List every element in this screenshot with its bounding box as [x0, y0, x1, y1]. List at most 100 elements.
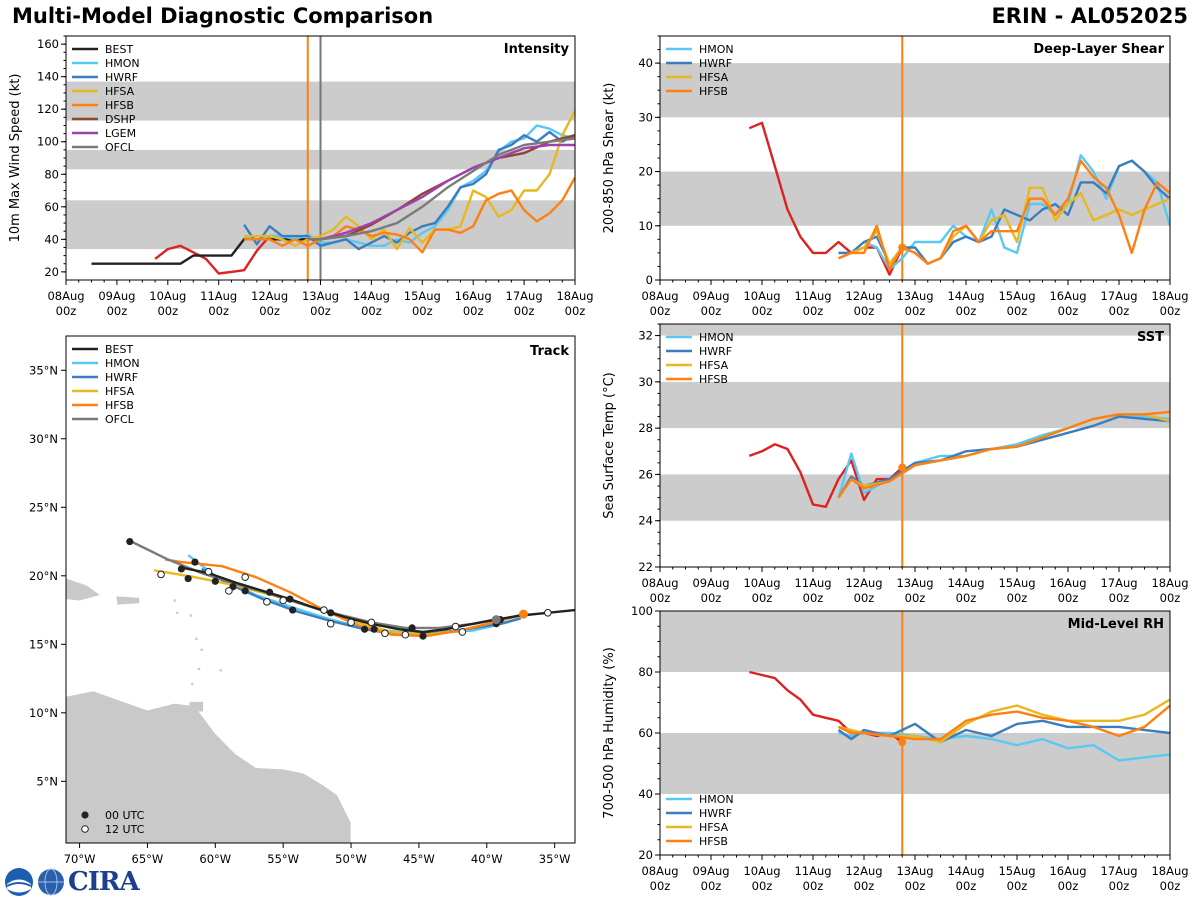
- legend-label: HFSA: [105, 385, 135, 398]
- x-tick-label: 18Aug: [1151, 576, 1188, 590]
- best-12utc-point: [263, 598, 271, 606]
- series-line-hfsb: [837, 704, 1170, 741]
- y-tick-label: 26: [638, 467, 653, 481]
- best-12utc-point: [225, 587, 233, 595]
- x-tick-label: 15Aug: [404, 289, 441, 303]
- series-group: [748, 121, 1170, 276]
- shaded-band: [660, 733, 1170, 794]
- y-tick-label: 120: [37, 102, 59, 116]
- x-tick-label: 12Aug: [251, 289, 288, 303]
- legend-label: HMON: [699, 793, 734, 806]
- x-tick-label: 70°W: [64, 852, 96, 866]
- x-tick-label: 14Aug: [947, 289, 984, 303]
- legend-label: HMON: [105, 57, 140, 70]
- x-tick-sublabel: 00z: [905, 304, 926, 318]
- y-tick-label: 30: [638, 375, 653, 389]
- x-tick-label: 17Aug: [1100, 864, 1137, 878]
- shaded-band: [660, 381, 1170, 429]
- y-tick-label: 32: [638, 329, 653, 343]
- y-tick-label: 60: [44, 200, 59, 214]
- best-00utc-point: [408, 624, 416, 632]
- cira-logo-text: CIRA: [68, 867, 140, 897]
- x-tick-sublabel: 00z: [752, 591, 773, 605]
- y-tick-label: 100: [37, 135, 59, 149]
- x-tick-sublabel: 00z: [56, 304, 77, 318]
- best-12utc-point: [157, 570, 165, 579]
- panel-title: Deep-Layer Shear: [1033, 42, 1164, 57]
- panel-title: Intensity: [504, 42, 570, 57]
- best-12utc-point: [204, 567, 213, 576]
- x-tick-label: 09Aug: [98, 289, 135, 303]
- x-tick-label: 60°W: [199, 852, 231, 866]
- best-00utc-point: [126, 537, 134, 546]
- series-line-hfsa: [244, 110, 575, 251]
- panel-title: Track: [530, 344, 569, 359]
- x-tick-label: 11Aug: [794, 864, 831, 878]
- legend-label: HFSB: [699, 835, 728, 848]
- track-map: [66, 537, 575, 843]
- x-tick-sublabel: 00z: [514, 304, 535, 318]
- x-tick-label: 16Aug: [455, 289, 492, 303]
- analysis-marker: [898, 243, 907, 252]
- best-12utc-point: [458, 628, 467, 636]
- x-tick-sublabel: 00z: [1007, 879, 1028, 893]
- x-tick-label: 08Aug: [641, 289, 678, 303]
- x-tick-sublabel: 00z: [650, 304, 671, 318]
- x-tick-label: 12Aug: [845, 289, 882, 303]
- best-12utc-point: [347, 618, 355, 627]
- x-tick-sublabel: 00z: [1160, 304, 1181, 318]
- x-tick-label: 09Aug: [692, 864, 729, 878]
- storm-title: ERIN - AL052025: [991, 4, 1188, 28]
- x-tick-label: 16Aug: [1049, 576, 1086, 590]
- noaa-cira-logo: CIRA: [4, 866, 140, 898]
- island: [190, 682, 194, 686]
- y-tick-label: 5°N: [36, 774, 58, 788]
- x-tick-sublabel: 00z: [1109, 591, 1130, 605]
- x-tick-label: 14Aug: [947, 576, 984, 590]
- x-tick-sublabel: 00z: [752, 879, 773, 893]
- best-12utc-point: [401, 630, 410, 639]
- y-tick-label: 24: [638, 514, 653, 528]
- plot-frame: [659, 323, 1171, 568]
- x-tick-sublabel: 00z: [463, 304, 484, 318]
- x-tick-sublabel: 00z: [956, 304, 977, 318]
- y-tick-label: 0: [646, 273, 653, 287]
- x-tick-sublabel: 00z: [157, 304, 178, 318]
- x-tick-label: 11Aug: [794, 289, 831, 303]
- x-tick-sublabel: 00z: [1160, 591, 1181, 605]
- chart-sst: 22242628303208Aug00z09Aug00z10Aug00z11Au…: [602, 323, 1189, 605]
- x-tick-sublabel: 00z: [565, 304, 586, 318]
- y-tick-label: 20°N: [29, 569, 58, 583]
- x-tick-label: 17Aug: [1100, 576, 1137, 590]
- y-tick-label: 100: [631, 604, 653, 618]
- y-tick-label: 30°N: [29, 432, 58, 446]
- plot-frame: [65, 335, 576, 844]
- y-tick-label: 80: [638, 665, 653, 679]
- island: [173, 599, 176, 602]
- track-endpoint: [491, 615, 501, 625]
- x-tick-label: 40°W: [471, 852, 503, 866]
- x-tick-label: 14Aug: [353, 289, 390, 303]
- x-tick-sublabel: 00z: [1058, 879, 1079, 893]
- island: [219, 669, 223, 672]
- y-tick-label: 20: [638, 165, 653, 179]
- x-tick-label: 16Aug: [1049, 864, 1086, 878]
- best-00utc-point: [241, 587, 249, 595]
- chart-intensity: 2040608010012014016008Aug00z09Aug00z10Au…: [8, 35, 594, 318]
- island: [197, 667, 201, 671]
- x-tick-sublabel: 00z: [1109, 879, 1130, 893]
- best-12utc-point: [326, 619, 335, 628]
- x-tick-sublabel: 00z: [310, 304, 331, 318]
- legend-label: HFSA: [105, 85, 135, 98]
- y-tick-label: 10°N: [29, 706, 58, 720]
- x-tick-sublabel: 00z: [854, 879, 875, 893]
- y-tick-label: 20: [44, 265, 59, 279]
- panel-title: SST: [1137, 330, 1164, 345]
- y-tick-label: 20: [638, 848, 653, 862]
- best-00utc-point: [177, 565, 185, 573]
- x-tick-label: 13Aug: [896, 576, 933, 590]
- best-00utc-point: [211, 577, 219, 585]
- x-tick-sublabel: 00z: [208, 304, 229, 318]
- x-tick-sublabel: 00z: [412, 304, 433, 318]
- x-tick-label: 08Aug: [641, 576, 678, 590]
